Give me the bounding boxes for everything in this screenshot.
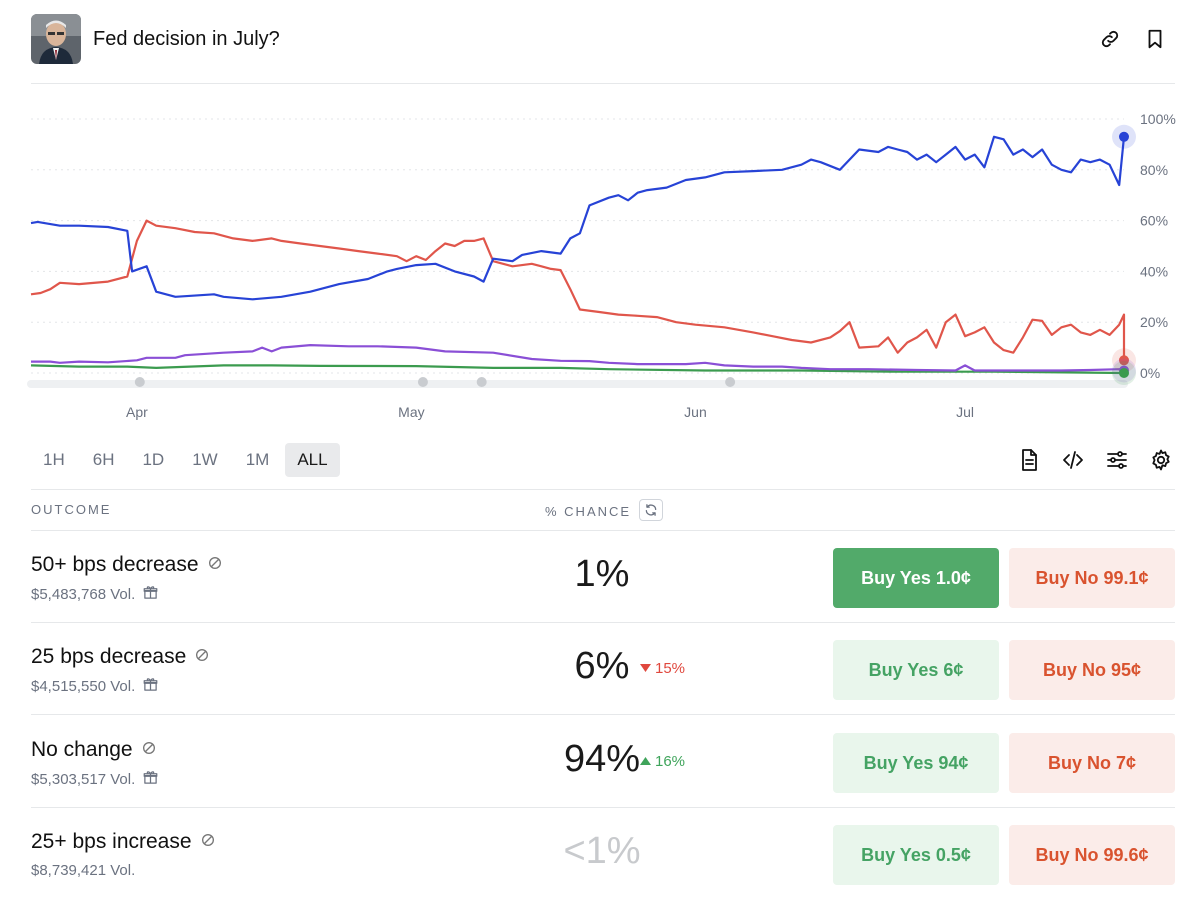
outcome-name-text: 25 bps decrease — [31, 645, 187, 668]
no-sign-icon[interactable] — [194, 645, 210, 669]
delta-text: 15% — [655, 660, 686, 677]
outcome-volume: $5,483,768 Vol. — [31, 585, 158, 604]
series-line — [31, 344, 1125, 372]
market-avatar — [31, 14, 81, 64]
row-divider — [31, 714, 1175, 715]
outcome-volume: $4,515,550 Vol. — [31, 677, 158, 696]
market-header: Fed decision in July? — [31, 14, 1175, 66]
buy-yes-button[interactable]: Buy Yes 94¢ — [833, 733, 999, 793]
buy-no-button[interactable]: Buy No 99.1¢ — [1009, 548, 1175, 608]
embed-code-icon[interactable] — [1059, 445, 1087, 475]
chance-column-header: % CHANCE — [545, 499, 664, 521]
x-tick-label: Jun — [684, 404, 707, 420]
chart-toolbar — [1015, 445, 1175, 475]
x-tick-label: May — [398, 404, 424, 420]
price-chart[interactable]: 100% 80% 60% 40% 20% 0% Apr May Jun Jul — [0, 84, 1200, 430]
outcome-name: No change — [31, 738, 157, 762]
time-range-1h[interactable]: 1H — [43, 450, 65, 469]
timeline-marker[interactable] — [134, 377, 145, 387]
gift-icon[interactable] — [143, 770, 158, 789]
chart-canvas[interactable]: 100% 80% 60% 40% 20% 0% Apr May Jun Jul — [0, 84, 1200, 430]
y-tick-label: 0% — [1140, 365, 1160, 381]
row-divider — [31, 807, 1175, 808]
page-title: Fed decision in July? — [93, 28, 280, 50]
time-range-6h[interactable]: 6H — [92, 450, 115, 469]
triangle-up-icon — [640, 753, 651, 770]
document-icon[interactable] — [1015, 445, 1043, 475]
outcome-name: 25 bps decrease — [31, 645, 210, 669]
buy-yes-button[interactable]: Buy Yes 6¢ — [833, 640, 999, 700]
buy-no-button[interactable]: Buy No 95¢ — [1009, 640, 1175, 700]
time-range-selector: 1H 6H 1D 1W 1M ALL — [31, 443, 340, 477]
bookmark-icon[interactable] — [1142, 26, 1168, 52]
timeline-marker[interactable] — [725, 377, 736, 387]
buy-no-button[interactable]: Buy No 7¢ — [1009, 733, 1175, 793]
outcome-name-text: No change — [31, 738, 133, 761]
chance-delta: 15% — [640, 660, 685, 677]
outcome-row[interactable]: 25 bps decrease $4,515,550 Vol. 6% 15% Buy Y… — [31, 623, 1175, 715]
time-range-1d[interactable]: 1D — [142, 450, 165, 469]
table-header-divider — [31, 530, 1175, 531]
chance-value: 6% — [574, 645, 630, 687]
buy-yes-button[interactable]: Buy Yes 0.5¢ — [833, 825, 999, 885]
series-line — [30, 219, 1126, 361]
outcome-name: 50+ bps decrease — [31, 553, 223, 577]
link-icon[interactable] — [1097, 26, 1123, 52]
outcome-row[interactable]: No change $5,303,517 Vol. 94% 16% Buy Yes 94… — [31, 716, 1175, 808]
series-line — [30, 364, 1125, 375]
series-end-dot — [1119, 355, 1129, 366]
time-range-1m[interactable]: 1M — [245, 450, 270, 469]
outcome-column-header: OUTCOME — [31, 502, 112, 517]
volume-text: $8,739,421 Vol. — [31, 862, 136, 879]
refresh-icon[interactable] — [639, 499, 664, 521]
y-tick-label: 60% — [1140, 213, 1168, 229]
chance-header-label: % CHANCE — [545, 504, 632, 519]
delta-text: 16% — [655, 753, 686, 770]
chance-value: 94% — [563, 738, 641, 780]
time-range-1w[interactable]: 1W — [192, 450, 218, 469]
gift-icon[interactable] — [143, 677, 158, 696]
gear-icon[interactable] — [1147, 445, 1175, 475]
series-line — [30, 135, 1126, 301]
y-tick-label: 40% — [1140, 263, 1168, 279]
sliders-icon[interactable] — [1103, 445, 1131, 475]
y-tick-label: 20% — [1140, 314, 1168, 330]
series-end-dot — [1119, 368, 1129, 378]
timeline-marker[interactable] — [476, 377, 487, 387]
row-divider — [31, 622, 1175, 623]
outcome-name: 25+ bps increase — [31, 830, 216, 854]
chance-value: <1% — [563, 830, 641, 872]
y-tick-label: 80% — [1140, 162, 1168, 178]
volume-text: $4,515,550 Vol. — [31, 678, 136, 695]
x-tick-label: Jul — [956, 404, 974, 420]
triangle-down-icon — [640, 660, 651, 677]
header-divider — [31, 83, 1175, 84]
outcome-row[interactable]: 50+ bps decrease $5,483,768 Vol. 1% Buy Yes… — [31, 531, 1175, 623]
y-tick-label: 100% — [1140, 111, 1176, 127]
timeline-marker[interactable] — [417, 377, 428, 387]
no-sign-icon[interactable] — [141, 738, 157, 762]
chance-delta: 16% — [640, 753, 685, 770]
outcome-volume: $5,303,517 Vol. — [31, 770, 158, 789]
outcome-name-text: 50+ bps decrease — [31, 553, 199, 576]
no-sign-icon[interactable] — [200, 830, 216, 854]
time-range-all[interactable]: ALL — [285, 443, 340, 477]
outcome-volume: $8,739,421 Vol. — [31, 862, 135, 879]
outcome-name-text: 25+ bps increase — [31, 830, 192, 853]
buy-no-button[interactable]: Buy No 99.6¢ — [1009, 825, 1175, 885]
buy-yes-button[interactable]: Buy Yes 1.0¢ — [833, 548, 999, 608]
no-sign-icon[interactable] — [207, 553, 223, 577]
toolbar-divider — [31, 489, 1175, 490]
volume-text: $5,303,517 Vol. — [31, 771, 136, 788]
volume-text: $5,483,768 Vol. — [31, 586, 136, 603]
chance-value: 1% — [574, 553, 630, 595]
outcome-row[interactable]: 25+ bps increase $8,739,421 Vol. <1% Buy Ye… — [31, 808, 1175, 900]
x-tick-label: Apr — [126, 404, 148, 420]
series-end-dot — [1119, 131, 1129, 142]
gift-icon[interactable] — [143, 585, 158, 604]
